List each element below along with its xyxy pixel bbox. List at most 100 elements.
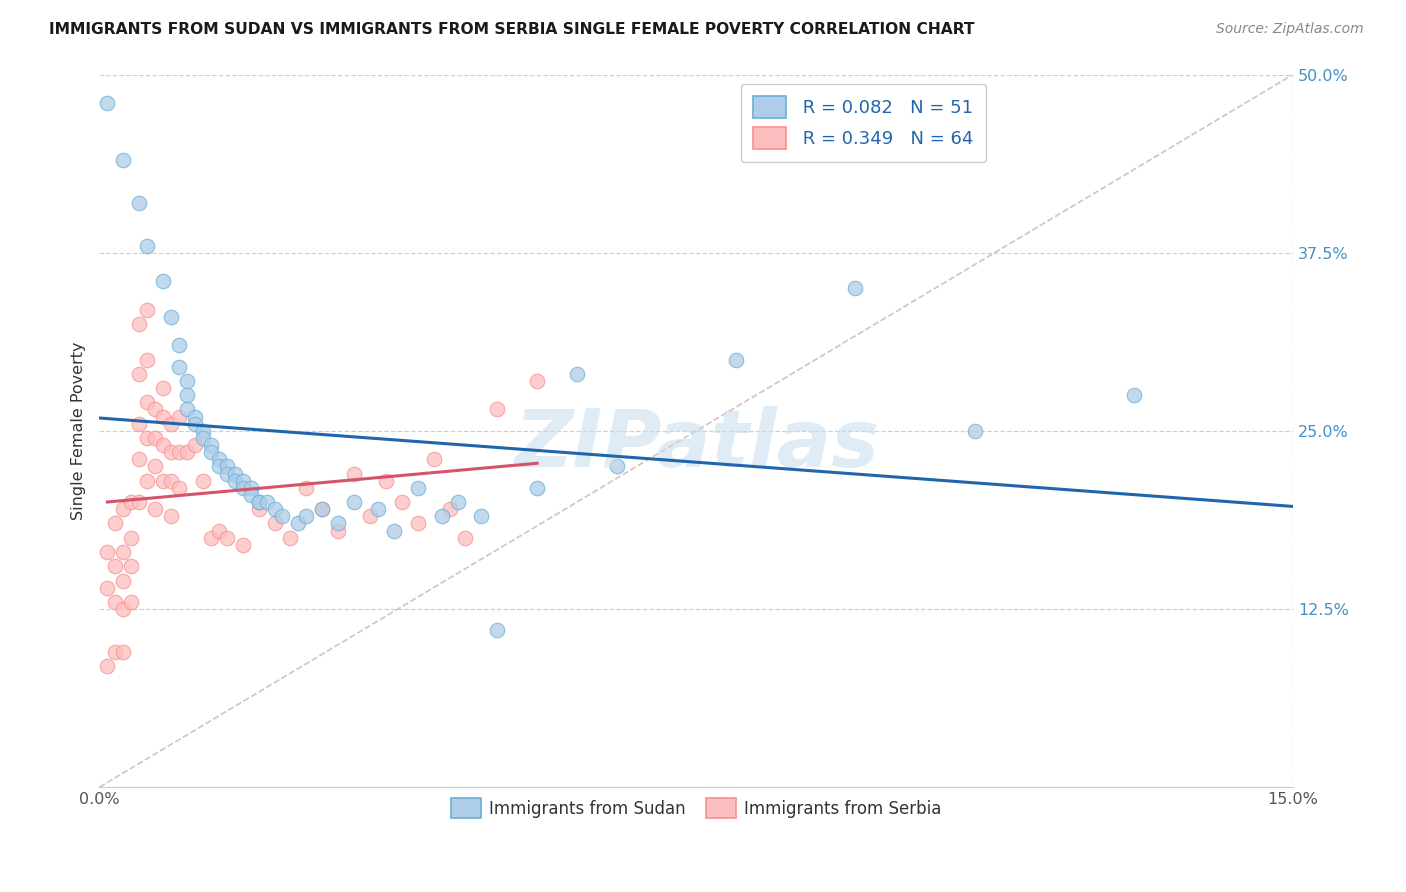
Point — [200, 531, 222, 545]
Point — [152, 274, 174, 288]
Point — [263, 516, 285, 531]
Point — [167, 409, 190, 424]
Point — [328, 516, 350, 531]
Point — [311, 502, 333, 516]
Point — [391, 495, 413, 509]
Point — [247, 495, 270, 509]
Point — [112, 645, 135, 659]
Point — [191, 474, 214, 488]
Point — [176, 445, 198, 459]
Point — [295, 509, 318, 524]
Point — [167, 445, 190, 459]
Y-axis label: Single Female Poverty: Single Female Poverty — [72, 342, 86, 520]
Point — [112, 602, 135, 616]
Point — [200, 438, 222, 452]
Point — [470, 509, 492, 524]
Point — [606, 459, 628, 474]
Point — [374, 474, 396, 488]
Point — [963, 424, 986, 438]
Point — [280, 531, 302, 545]
Point — [96, 95, 118, 110]
Point — [136, 352, 159, 367]
Point — [96, 581, 118, 595]
Point — [256, 495, 278, 509]
Point — [160, 509, 183, 524]
Point — [208, 452, 231, 467]
Text: IMMIGRANTS FROM SUDAN VS IMMIGRANTS FROM SERBIA SINGLE FEMALE POVERTY CORRELATIO: IMMIGRANTS FROM SUDAN VS IMMIGRANTS FROM… — [49, 22, 974, 37]
Point — [232, 481, 254, 495]
Point — [143, 459, 166, 474]
Point — [239, 488, 262, 502]
Point — [160, 445, 183, 459]
Point — [422, 452, 444, 467]
Point — [215, 467, 238, 481]
Point — [152, 438, 174, 452]
Point — [191, 431, 214, 445]
Point — [176, 402, 198, 417]
Point — [160, 417, 183, 431]
Point — [311, 502, 333, 516]
Point — [112, 574, 135, 588]
Point — [208, 459, 231, 474]
Point — [143, 502, 166, 516]
Point — [160, 474, 183, 488]
Point — [191, 424, 214, 438]
Point — [406, 481, 429, 495]
Point — [486, 624, 509, 638]
Point — [167, 338, 190, 352]
Point — [184, 409, 207, 424]
Point — [446, 495, 468, 509]
Legend: Immigrants from Sudan, Immigrants from Serbia: Immigrants from Sudan, Immigrants from S… — [444, 791, 948, 825]
Point — [104, 595, 127, 609]
Point — [454, 531, 477, 545]
Point — [120, 495, 142, 509]
Point — [215, 531, 238, 545]
Point — [430, 509, 453, 524]
Point — [160, 310, 183, 324]
Point — [247, 502, 270, 516]
Point — [439, 502, 461, 516]
Point — [128, 195, 150, 210]
Point — [359, 509, 381, 524]
Point — [232, 474, 254, 488]
Point — [215, 459, 238, 474]
Point — [406, 516, 429, 531]
Point — [167, 481, 190, 495]
Point — [526, 374, 548, 388]
Point — [143, 431, 166, 445]
Point — [725, 352, 748, 367]
Point — [239, 481, 262, 495]
Point — [143, 402, 166, 417]
Point — [152, 381, 174, 395]
Point — [287, 516, 309, 531]
Point — [120, 559, 142, 574]
Point — [176, 374, 198, 388]
Point — [271, 509, 294, 524]
Point — [112, 545, 135, 559]
Point — [128, 417, 150, 431]
Point — [120, 531, 142, 545]
Point — [224, 474, 246, 488]
Point — [565, 367, 588, 381]
Point — [167, 359, 190, 374]
Point — [526, 481, 548, 495]
Point — [343, 495, 366, 509]
Point — [152, 474, 174, 488]
Point — [184, 438, 207, 452]
Point — [328, 524, 350, 538]
Point — [1122, 388, 1144, 402]
Point — [136, 238, 159, 252]
Point — [200, 445, 222, 459]
Point — [343, 467, 366, 481]
Point — [128, 495, 150, 509]
Point — [136, 395, 159, 409]
Point — [136, 302, 159, 317]
Point — [136, 431, 159, 445]
Point — [96, 659, 118, 673]
Point — [208, 524, 231, 538]
Point — [96, 545, 118, 559]
Point — [224, 467, 246, 481]
Point — [104, 516, 127, 531]
Point — [112, 502, 135, 516]
Point — [247, 495, 270, 509]
